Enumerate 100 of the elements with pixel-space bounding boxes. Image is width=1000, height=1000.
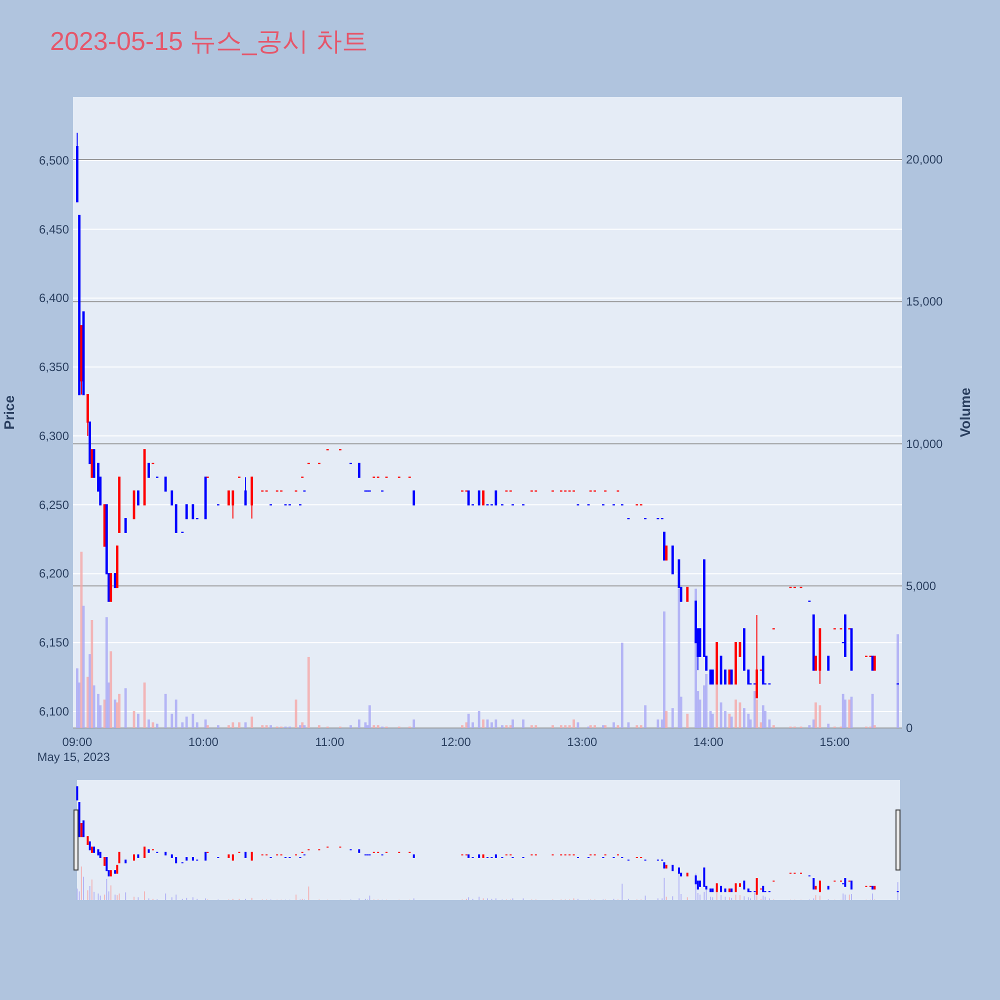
bar [530,725,533,728]
candlestick [164,476,167,492]
bar [238,722,240,728]
bar [534,725,538,728]
bar [307,656,310,728]
bar [873,725,876,728]
bar [181,722,184,728]
bar [620,642,624,728]
bar [196,722,198,728]
bar [705,674,708,728]
bar [461,725,464,728]
y-tick-label: 6,100 [38,704,70,718]
candlestick [730,670,733,685]
candlestick [192,504,194,520]
bar [105,617,108,728]
candlestick [232,490,234,520]
x-tick-label: 15:00 [820,735,850,749]
y2-tick-label: 0 [906,721,913,735]
y2-tick-label: 15,000 [906,294,944,309]
bar [505,725,508,728]
candlestick [686,586,689,602]
bar [467,714,470,728]
y-tick-label: 6,150 [38,636,70,650]
bar [720,702,722,728]
bar [270,725,272,728]
bar [730,716,733,728]
candlestick [185,504,188,520]
bar [501,725,504,728]
bar [97,694,100,728]
bar [303,725,306,728]
y-axis-title: Price [1,395,17,430]
bar [564,725,567,728]
bar [848,700,851,728]
bar [174,700,178,728]
bar [560,725,562,728]
bar [818,705,822,728]
y-tick-label: 6,300 [38,428,70,443]
candlestick [148,462,150,478]
candlestick [709,670,712,685]
bar [494,719,498,728]
bar [358,719,360,728]
bar [742,708,746,728]
bar [372,725,376,728]
bar [80,552,83,728]
bar [192,714,194,728]
candlestick [494,490,498,506]
y-tick-label: 6,400 [38,291,70,306]
bar [686,714,689,728]
y2-tick-label: 20,000 [906,152,944,167]
bar [478,710,480,728]
bar [656,719,660,728]
bar [522,719,524,728]
candlestick [728,670,731,685]
bar [265,725,268,728]
bar [827,724,830,728]
bar [90,620,94,728]
bar [148,719,150,728]
bar [808,725,811,728]
bar [170,714,174,728]
candlestick [114,573,116,588]
bar [118,694,120,728]
bar [482,719,484,728]
candlestick [170,490,174,506]
bar [318,725,320,728]
y2-tick-label: 5,000 [906,578,936,593]
bar [594,725,596,728]
candlestick [665,546,668,561]
bar [250,716,254,728]
bar [216,725,220,728]
bar [368,705,371,728]
chart-title: 2023-05-15 뉴스_공시 차트 [50,26,368,56]
x-tick-label: 10:00 [188,735,219,749]
y-tick-label: 6,250 [38,498,70,512]
bar [350,725,352,728]
bar [665,710,668,728]
y-tick-label: 6,350 [38,360,70,374]
candlestick [137,490,140,506]
bar [204,719,207,728]
candlestick [478,490,480,506]
bar [156,724,158,728]
candlestick [738,642,742,657]
bar [552,725,554,728]
bar [261,725,264,728]
bar [572,719,575,728]
bar [110,651,112,728]
bar [124,688,127,728]
x-tick-label: 09:00 May 15, 2023 [37,735,110,764]
bar [772,725,775,728]
bar [734,700,737,728]
bar [164,694,167,728]
candlestick [412,490,416,506]
y-tick-label: 6,450 [38,222,70,236]
x-tick-label: 12:00 [440,735,472,749]
bar [604,725,607,728]
bar [137,714,140,728]
candlestick [873,656,876,671]
bar [512,719,514,728]
y2-axis-title: Volume [957,388,973,438]
bar [412,719,416,728]
bar [814,702,817,728]
